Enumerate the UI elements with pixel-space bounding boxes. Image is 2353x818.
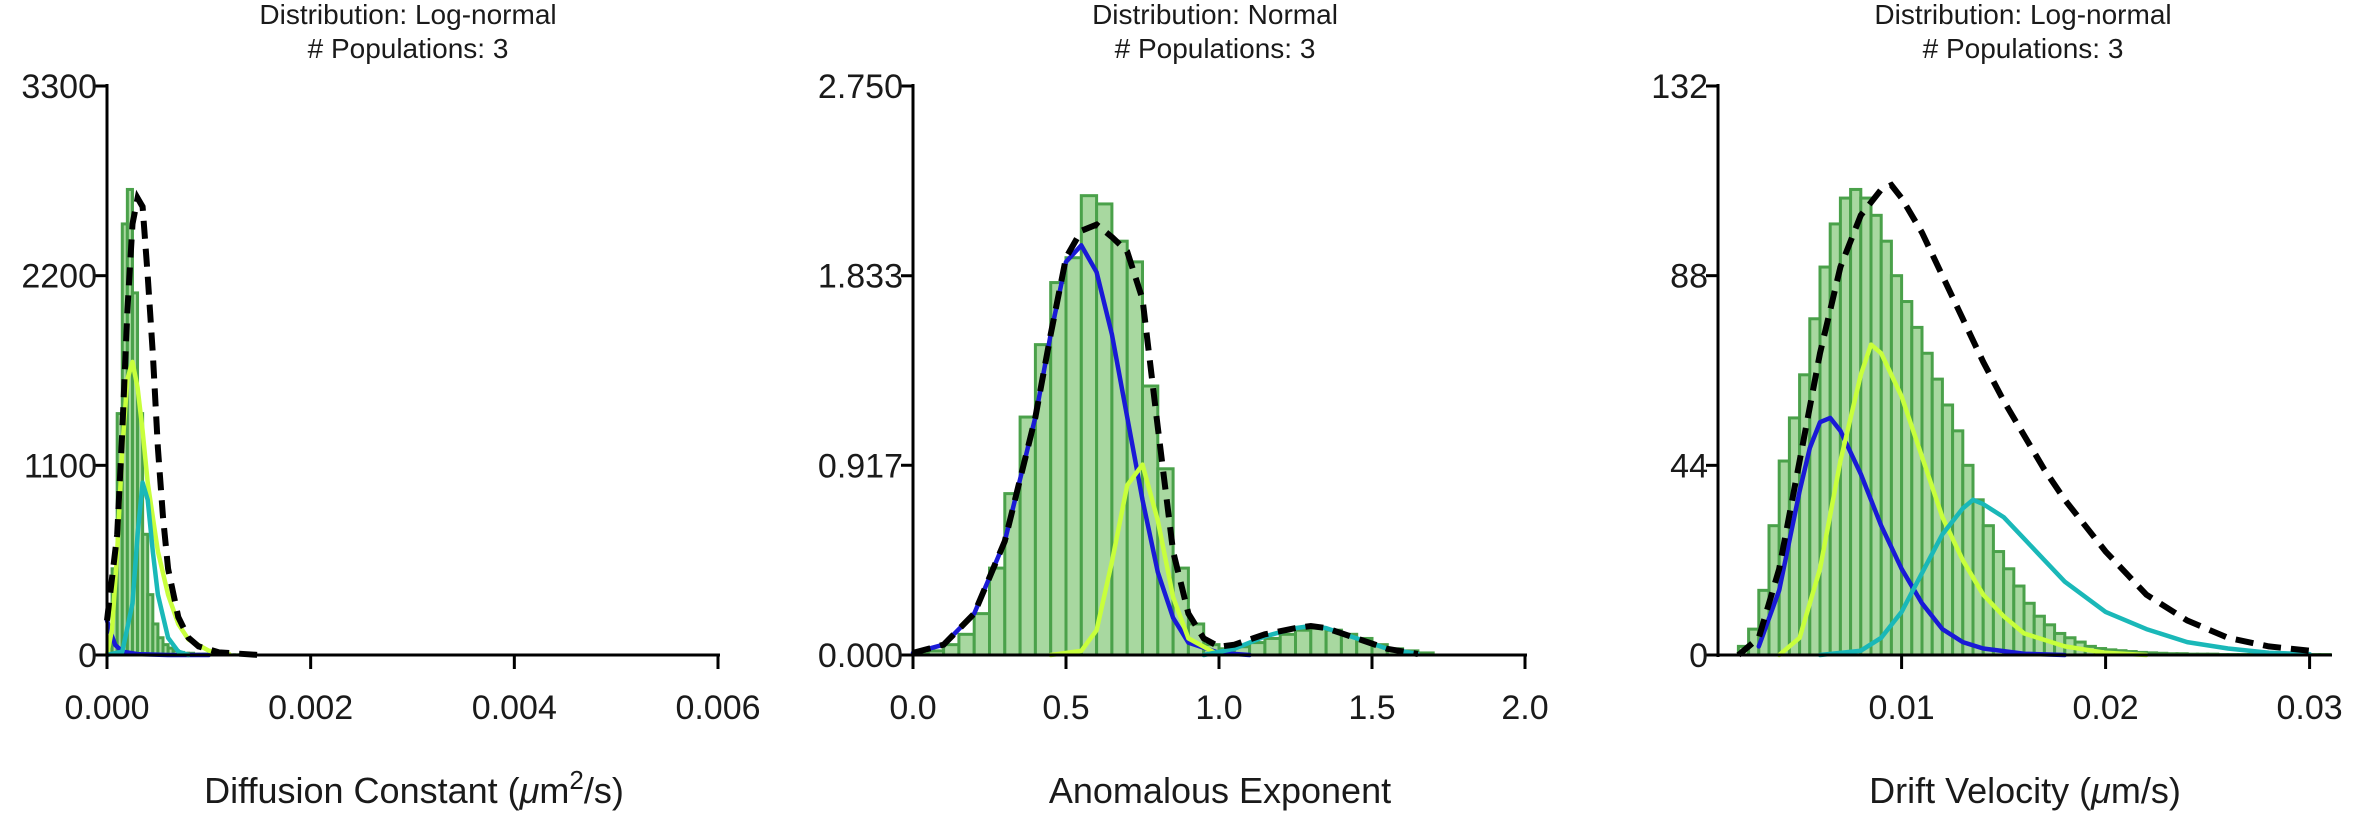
chart-title-line: Distribution: Log-normal xyxy=(1874,0,2171,30)
chart-title-line: Distribution: Log-normal xyxy=(259,0,556,30)
histogram-bars xyxy=(105,187,246,657)
y-tick-label: 1.833 xyxy=(818,258,903,296)
total-fit-curve xyxy=(1736,181,2310,658)
x-tick-label: 0.01 xyxy=(1869,689,1935,727)
x-axis-label: Drift Velocity (μm/s) xyxy=(1869,770,2181,811)
x-tick-label: 0.000 xyxy=(64,689,149,727)
histogram-bar xyxy=(1869,213,1883,657)
y-tick-label: 0 xyxy=(78,637,97,675)
histogram-bar xyxy=(1859,196,1873,657)
x-tick-label: 0.03 xyxy=(2277,689,2343,727)
histogram-bar xyxy=(2022,601,2036,657)
histogram-bar xyxy=(1263,636,1282,657)
population-fit-curve xyxy=(1817,497,2312,658)
chart-panel-2: Distribution: Normal# Populations: 30.00… xyxy=(818,0,1549,811)
chart-title-line: # Populations: 3 xyxy=(1923,33,2124,64)
y-tick-label: 0 xyxy=(1689,637,1708,675)
histogram-bar xyxy=(1294,628,1313,657)
histogram-bar xyxy=(1049,281,1068,657)
x-tick-label: 1.5 xyxy=(1348,689,1395,727)
x-tick-label: 0.0 xyxy=(889,689,936,727)
y-tick-label: 2.750 xyxy=(818,68,903,106)
population-fit-curve xyxy=(1776,342,2149,658)
histogram-bar xyxy=(1828,222,1842,657)
population-fit-curve xyxy=(1756,415,2068,658)
y-tick-label: 88 xyxy=(1670,258,1708,296)
chart-panel-1: Distribution: Log-normal# Populations: 3… xyxy=(21,0,760,811)
y-tick-label: 3300 xyxy=(21,68,97,106)
histogram-bar xyxy=(2002,567,2016,657)
total-fit-curve xyxy=(912,221,1419,657)
y-tick-label: 0.000 xyxy=(818,637,903,675)
histogram-bar xyxy=(957,632,976,657)
population-fit-curve xyxy=(1048,462,1222,658)
histogram-bar xyxy=(1110,239,1129,657)
chart-title-line: # Populations: 3 xyxy=(1115,33,1316,64)
y-tick-label: 132 xyxy=(1651,68,1708,106)
x-tick-label: 0.004 xyxy=(472,689,557,727)
histogram-bar xyxy=(972,612,992,657)
chart-title-line: Distribution: Normal xyxy=(1092,0,1338,30)
x-tick-label: 0.5 xyxy=(1042,689,1089,727)
x-tick-label: 0.002 xyxy=(268,689,353,727)
histogram-bar xyxy=(1064,256,1083,657)
chart-panel-3: Distribution: Log-normal# Populations: 3… xyxy=(1651,0,2342,811)
x-axis-label: Diffusion Constant (μm2/s) xyxy=(204,765,624,811)
histogram-bar xyxy=(2012,584,2026,657)
histogram-bar xyxy=(1981,524,1995,657)
x-tick-label: 0.006 xyxy=(675,689,760,727)
x-tick-label: 1.0 xyxy=(1195,689,1242,727)
x-tick-label: 0.02 xyxy=(2073,689,2139,727)
histogram-bar xyxy=(1248,641,1267,657)
x-axis-label: Anomalous Exponent xyxy=(1049,770,1391,811)
total-fit-curve xyxy=(104,189,260,658)
y-tick-label: 1100 xyxy=(24,447,97,485)
y-tick-label: 2200 xyxy=(21,258,97,296)
histogram-bars xyxy=(1736,187,2332,657)
histogram-bar xyxy=(1910,325,1924,657)
histogram-bar xyxy=(1849,187,1863,657)
population-fit-curve xyxy=(104,480,191,658)
histogram-bar xyxy=(1879,239,1893,657)
x-tick-label: 2.0 xyxy=(1501,689,1548,727)
y-tick-label: 44 xyxy=(1670,447,1708,485)
population-fit-curve xyxy=(104,359,232,658)
chart-title-line: # Populations: 3 xyxy=(308,33,509,64)
histogram-bar xyxy=(1991,550,2006,657)
y-tick-label: 0.917 xyxy=(818,447,903,485)
histogram-bar xyxy=(1278,632,1297,657)
histogram-bar xyxy=(1309,626,1328,657)
histogram-bar xyxy=(1889,274,1904,657)
histogram-bar xyxy=(988,566,1007,657)
